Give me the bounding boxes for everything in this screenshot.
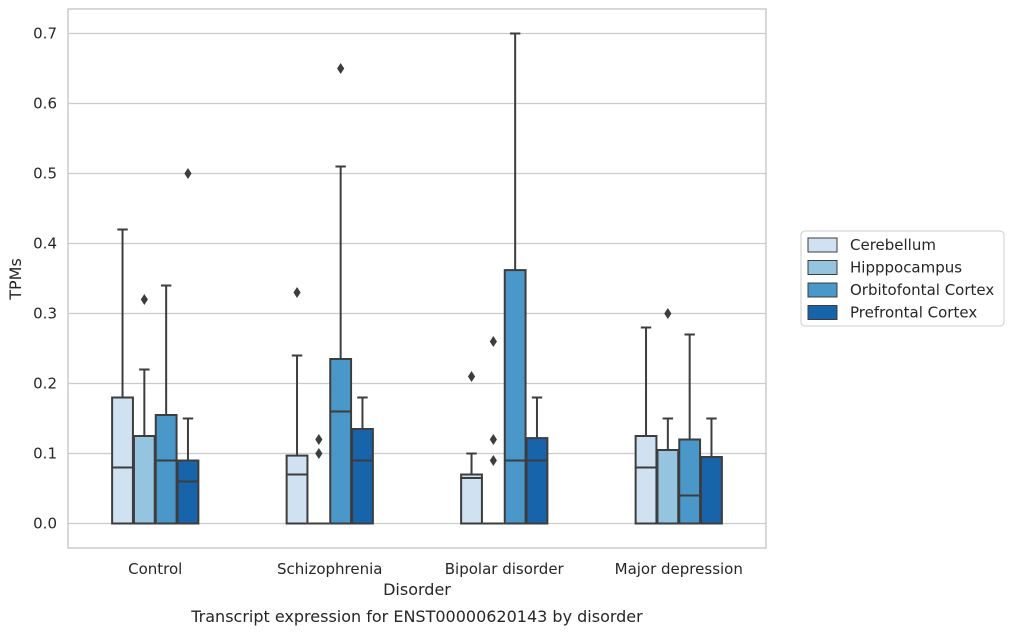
box-group	[329, 63, 353, 525]
legend-label: Hipppocampus	[850, 259, 962, 277]
outlier-point	[489, 455, 497, 466]
plot-frame	[67, 8, 767, 549]
y-tick-label: 0.2	[33, 375, 57, 393]
box-group	[634, 326, 658, 525]
outlier-point	[467, 371, 476, 382]
box-body	[700, 456, 723, 525]
outlier-point	[489, 434, 497, 445]
legend-frame	[800, 230, 1005, 327]
box-body	[329, 358, 353, 525]
x-axis-label: Disorder	[383, 580, 451, 599]
box-group	[111, 228, 134, 525]
box-body	[525, 437, 549, 525]
legend-swatch	[807, 305, 838, 320]
box-group	[351, 396, 374, 525]
outlier-point	[315, 448, 323, 459]
legend-swatch	[807, 282, 838, 298]
x-tick-label: Control	[128, 560, 182, 578]
y-tick-label: 0.7	[33, 25, 57, 43]
box-body	[285, 454, 309, 525]
x-tick-label: Major depression	[615, 560, 743, 578]
box-plot-marks	[111, 32, 723, 525]
chart-caption: Transcript expression for ENST0000062014…	[190, 607, 643, 626]
box-group	[132, 294, 156, 525]
box-group	[656, 308, 680, 525]
y-tick-label: 0.5	[33, 165, 57, 183]
y-tick-label: 0.1	[33, 445, 57, 463]
box-group	[154, 284, 178, 525]
legend-label: Cerebellum	[850, 236, 936, 254]
outlier-point	[184, 168, 192, 179]
grid-lines	[68, 32, 766, 525]
box-body	[111, 396, 134, 525]
x-axis-ticks: Control Schizophrenia Bipolar disorder Majo…	[128, 560, 743, 578]
box-group	[285, 287, 309, 525]
box-body	[503, 269, 527, 525]
outlier-point	[337, 63, 345, 74]
box-body	[176, 459, 200, 525]
outlier-point	[664, 308, 672, 319]
box-body	[460, 473, 483, 525]
outlier-point	[489, 336, 497, 347]
box-body	[656, 449, 680, 525]
box-group	[503, 32, 527, 525]
y-tick-label: 0.0	[33, 515, 57, 533]
outlier-point	[315, 434, 323, 445]
box-body	[154, 414, 178, 525]
outlier-point	[140, 294, 148, 305]
legend: Cerebellum Hipppocampus Orbitofontal Corte…	[800, 230, 1005, 327]
box-group	[525, 396, 549, 525]
legend-swatch	[807, 260, 838, 275]
box-body	[132, 435, 156, 525]
x-tick-label: Bipolar disorder	[445, 560, 565, 578]
legend-swatch	[807, 237, 838, 253]
box-group	[176, 168, 200, 525]
box-group	[460, 371, 483, 525]
y-tick-label: 0.6	[33, 95, 57, 113]
legend-label: Prefrontal Cortex	[850, 304, 977, 322]
box-body	[634, 435, 658, 525]
box-body	[351, 428, 374, 525]
y-tick-label: 0.4	[33, 235, 57, 253]
box-group	[678, 333, 702, 525]
box-group	[482, 336, 504, 525]
x-tick-label: Schizophrenia	[277, 560, 382, 578]
box-group	[700, 417, 723, 525]
outlier-point	[293, 287, 301, 298]
y-tick-label: 0.3	[33, 305, 57, 323]
legend-label: Orbitofontal Cortex	[850, 281, 994, 299]
y-axis-ticks: 0.0 0.1 0.2 0.3 0.4 0.5 0.6 0.7	[33, 25, 57, 533]
y-axis-label: TPMs	[6, 258, 25, 301]
box-body	[678, 438, 702, 525]
box-group	[308, 434, 330, 525]
